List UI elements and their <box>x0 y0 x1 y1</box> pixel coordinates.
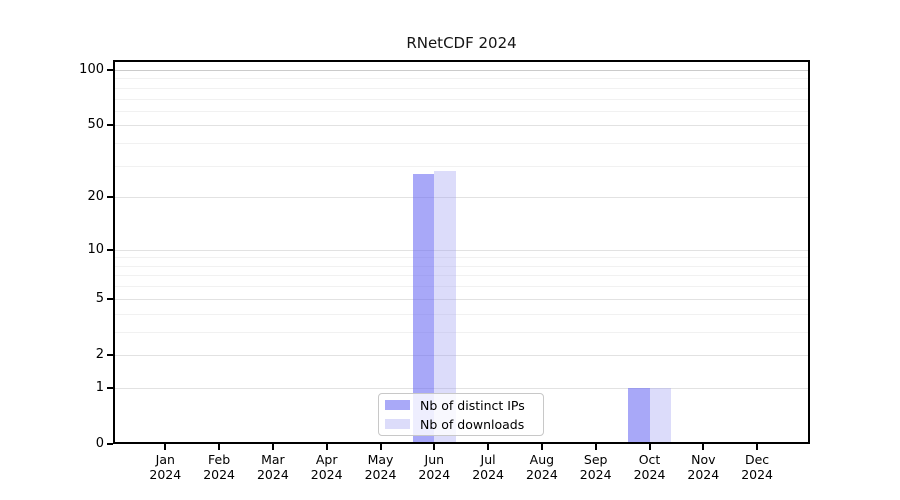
x-axis-tick <box>218 444 221 450</box>
x-axis-label: Mar 2024 <box>256 452 289 482</box>
gridline-minor <box>115 165 808 167</box>
x-axis-tick <box>702 444 705 450</box>
legend-label-downloads: Nb of downloads <box>420 416 525 432</box>
x-axis-label: Dec 2024 <box>741 452 773 482</box>
gridline-major <box>115 197 808 199</box>
legend-label-distinct-ips: Nb of distinct IPs <box>420 397 525 413</box>
x-axis-label: Oct 2024 <box>633 452 666 482</box>
gridline-minor <box>115 313 808 315</box>
x-axis-tick <box>594 444 597 450</box>
y-axis-tick <box>107 196 113 199</box>
plot-area <box>113 60 810 444</box>
gridline-minor <box>115 78 808 80</box>
gridline-major <box>115 70 808 71</box>
x-axis-label: Aug 2024 <box>525 452 558 482</box>
gridline-minor <box>115 257 808 259</box>
bar-oct-distinct-ips <box>628 387 650 442</box>
bar-jun-distinct-ips <box>412 173 435 442</box>
x-axis-label: Jan 2024 <box>149 452 182 482</box>
gridline-major <box>115 298 808 300</box>
y-axis-tick <box>107 248 113 251</box>
y-axis-tick <box>107 124 113 127</box>
gridline-minor <box>115 286 808 288</box>
x-axis-tick <box>433 444 436 450</box>
legend-item-distinct-ips: Nb of distinct IPs <box>385 397 537 413</box>
gridline-minor <box>115 87 808 89</box>
gridline-major <box>115 387 808 389</box>
x-axis-label: Feb 2024 <box>203 452 235 482</box>
y-axis-tick <box>107 353 113 356</box>
x-axis-tick <box>756 444 759 450</box>
legend-item-downloads: Nb of downloads <box>385 416 537 432</box>
y-axis-tick <box>107 443 113 445</box>
y-axis-label: 10 <box>87 241 104 257</box>
y-axis-label: 0 <box>95 436 104 451</box>
x-axis-tick <box>648 444 651 450</box>
y-axis-label: 2 <box>95 346 104 362</box>
y-axis-tick <box>107 386 113 389</box>
gridline-minor <box>115 143 808 145</box>
gridline-minor <box>115 98 808 100</box>
chart-title: RNetCDF 2024 <box>406 34 517 52</box>
y-axis-label: 100 <box>79 62 104 77</box>
x-axis-label: Nov 2024 <box>687 452 720 482</box>
x-axis-label: Sep 2024 <box>579 452 612 482</box>
x-axis-tick <box>325 444 328 450</box>
bar-oct-downloads <box>649 387 671 442</box>
legend: Nb of distinct IPs Nb of downloads <box>378 393 544 436</box>
gridline-minor <box>115 265 808 267</box>
gridline-minor <box>115 110 808 112</box>
x-axis-tick <box>540 444 543 450</box>
x-axis-tick <box>379 444 382 450</box>
legend-swatch-distinct-ips <box>385 400 410 410</box>
x-axis-tick <box>271 444 274 450</box>
x-axis-label: May 2024 <box>364 452 397 482</box>
y-axis-tick <box>107 297 113 300</box>
gridline-major <box>115 249 808 251</box>
x-axis-label: Jul 2024 <box>472 452 504 482</box>
gridline-minor <box>115 331 808 333</box>
y-axis-label: 20 <box>87 189 104 205</box>
legend-swatch-downloads <box>385 419 410 429</box>
bar-jun-downloads <box>434 171 456 442</box>
gridline-minor <box>115 275 808 277</box>
y-axis-label: 50 <box>87 117 104 133</box>
x-axis-tick <box>164 444 167 450</box>
y-axis-label: 1 <box>95 379 104 395</box>
x-axis-label: Jun 2024 <box>418 452 451 482</box>
y-axis-tick <box>107 69 113 71</box>
gridline-major <box>115 354 808 356</box>
x-axis-tick <box>487 444 490 450</box>
y-axis-label: 5 <box>95 290 104 306</box>
gridline-major <box>115 125 808 127</box>
x-axis-label: Apr 2024 <box>310 452 343 482</box>
